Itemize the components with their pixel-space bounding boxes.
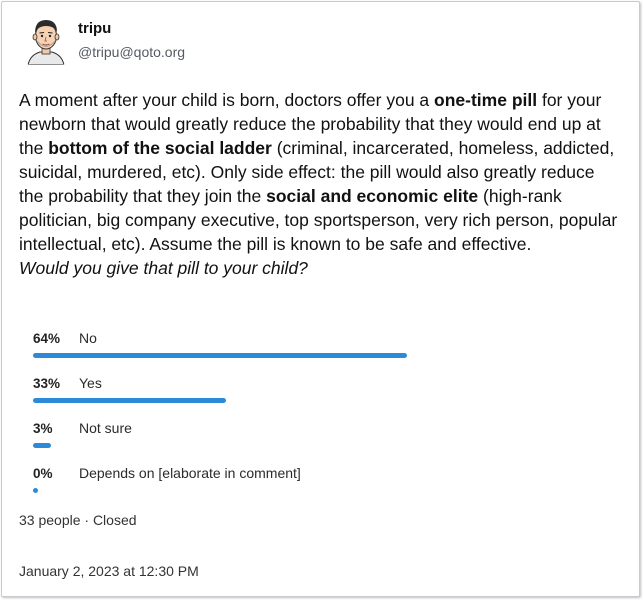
post-header: tripu @tripu@qoto.org xyxy=(26,15,185,65)
post-text-segment: for your newborn that would greatly redu… xyxy=(19,90,602,158)
account-info: tripu @tripu@qoto.org xyxy=(78,15,185,61)
poll-option-bar xyxy=(33,353,407,358)
account-handle[interactable]: @tripu@qoto.org xyxy=(78,44,186,60)
post-text-segment: A moment after your child is born, docto… xyxy=(19,90,435,110)
poll-option-percent: 64% xyxy=(33,330,61,346)
poll-option-label: No xyxy=(79,330,97,346)
post-text-segment: (high-rank politician, big company execu… xyxy=(19,186,618,254)
poll-option-percent: 33% xyxy=(33,375,61,391)
post-body: A moment after your child is born, docto… xyxy=(19,88,619,256)
poll-option: 3% Not sure xyxy=(33,418,593,463)
post-question: Would you give that pill to your child? xyxy=(19,258,308,278)
poll-option-label: Yes xyxy=(79,375,102,391)
poll-option: 0% Depends on [elaborate in comment] xyxy=(33,463,593,508)
post-text-segment: (criminal, incarcerated, homeless, addic… xyxy=(19,138,615,206)
poll-option-row: 0% Depends on [elaborate in comment] xyxy=(33,463,593,483)
poll-option-label: Not sure xyxy=(79,420,132,436)
avatar[interactable] xyxy=(26,15,66,65)
post-timestamp[interactable]: January 2, 2023 at 12:30 PM xyxy=(19,563,199,579)
display-name[interactable]: tripu xyxy=(78,20,112,37)
poll-meta: 33 people · Closed xyxy=(19,512,137,528)
poll-option-row: 33% Yes xyxy=(33,373,593,393)
post-emphasis: social and economic elite xyxy=(266,186,479,206)
poll: 64% No 33% Yes 3% Not sure 0% Depends on [elabo… xyxy=(33,328,593,508)
post-content: A moment after your child is born, docto… xyxy=(19,88,619,280)
avatar-illustration-icon xyxy=(26,15,66,65)
poll-option-row: 3% Not sure xyxy=(33,418,593,438)
post-emphasis: one-time pill xyxy=(434,90,538,110)
poll-option-bar xyxy=(33,488,38,493)
poll-option: 33% Yes xyxy=(33,373,593,418)
poll-option-percent: 0% xyxy=(33,465,53,481)
post-emphasis: bottom of the social ladder xyxy=(48,138,272,158)
poll-option-bar xyxy=(33,398,226,403)
poll-option-row: 64% No xyxy=(33,328,593,348)
poll-option: 64% No xyxy=(33,328,593,373)
poll-option-percent: 3% xyxy=(33,420,53,436)
poll-option-label: Depends on [elaborate in comment] xyxy=(79,465,301,481)
poll-option-bar xyxy=(33,443,51,448)
